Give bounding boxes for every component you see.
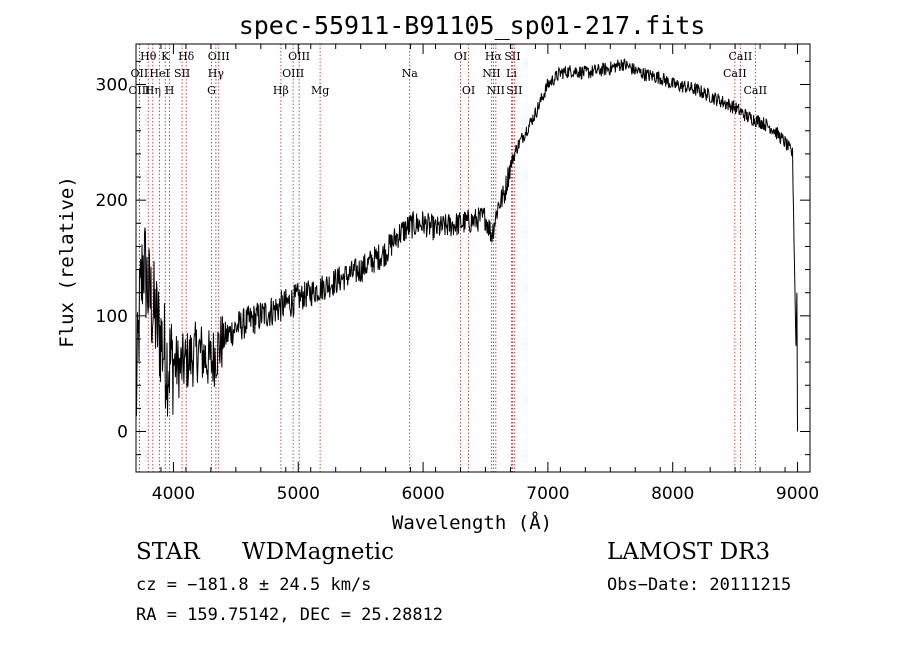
line-label-4: K <box>161 50 170 63</box>
line-label-14: Hβ <box>273 84 289 97</box>
line-label-7: H <box>165 84 175 97</box>
spectrum-data <box>135 58 798 432</box>
line-label-21: NII <box>482 67 500 80</box>
x-tick-label-4: 8000 <box>651 484 694 504</box>
line-label-16: Na <box>402 67 419 80</box>
object-subclass: WDMagnetic <box>242 539 394 565</box>
x-tick-label-3: 7000 <box>526 484 569 504</box>
line-label-24: SII <box>506 84 522 97</box>
axes: 4000 5000 6000 7000 8000 9000 0 100 200 300 <box>96 44 819 504</box>
flux-series <box>135 58 798 432</box>
observation-date: Obs−Date: 20111215 <box>607 575 791 595</box>
plot-frame <box>135 43 811 473</box>
coordinates: RA = 159.75142, DEC = 25.28812 <box>136 605 443 625</box>
line-label-19: Hα <box>485 50 503 63</box>
redshift-velocity: cz = −181.8 ± 24.5 km/s <box>136 575 371 595</box>
object-class: STAR <box>136 539 200 565</box>
line-label-3: Hη <box>145 84 161 97</box>
line-label-27: CaII <box>743 84 767 97</box>
line-label-5: HeI <box>149 67 169 80</box>
x-tick-label-0: 4000 <box>152 484 195 504</box>
line-label-20: SII <box>504 50 520 63</box>
line-label-2: OIII <box>128 84 150 97</box>
line-label-0: Hθ <box>140 50 157 63</box>
line-label-17: OI <box>454 50 467 63</box>
y-tick-label-0: 0 <box>117 423 128 443</box>
x-axis-label: Wavelength (Å) <box>392 511 552 534</box>
x-tick-label-5: 9000 <box>776 484 819 504</box>
y-tick-label-3: 300 <box>96 75 128 95</box>
line-label-25: CaII <box>729 50 753 63</box>
y-tick-label-2: 200 <box>96 191 128 211</box>
y-axis-label: Flux (relative) <box>56 176 78 348</box>
line-label-8: Hδ <box>178 50 195 63</box>
y-tick-label-1: 100 <box>96 307 128 327</box>
line-label-15: Mg <box>311 84 329 97</box>
line-label-11: G <box>207 84 216 97</box>
chart-title: spec-55911-B91105_sp01-217.fits <box>239 11 706 40</box>
x-tick-label-1: 5000 <box>277 484 320 504</box>
line-label-23: NII <box>487 84 505 97</box>
line-label-12: OIII <box>288 50 310 63</box>
survey-name: LAMOST DR3 <box>607 539 770 565</box>
line-label-13: OIII <box>282 67 304 80</box>
line-label-9: OIII <box>208 50 230 63</box>
line-label-22: Li <box>506 67 517 80</box>
line-label-26: CaII <box>723 67 747 80</box>
line-label-6: SII <box>174 67 190 80</box>
x-tick-label-2: 6000 <box>401 484 444 504</box>
line-label-18: OI <box>462 84 475 97</box>
line-label-10: Hγ <box>208 67 225 80</box>
